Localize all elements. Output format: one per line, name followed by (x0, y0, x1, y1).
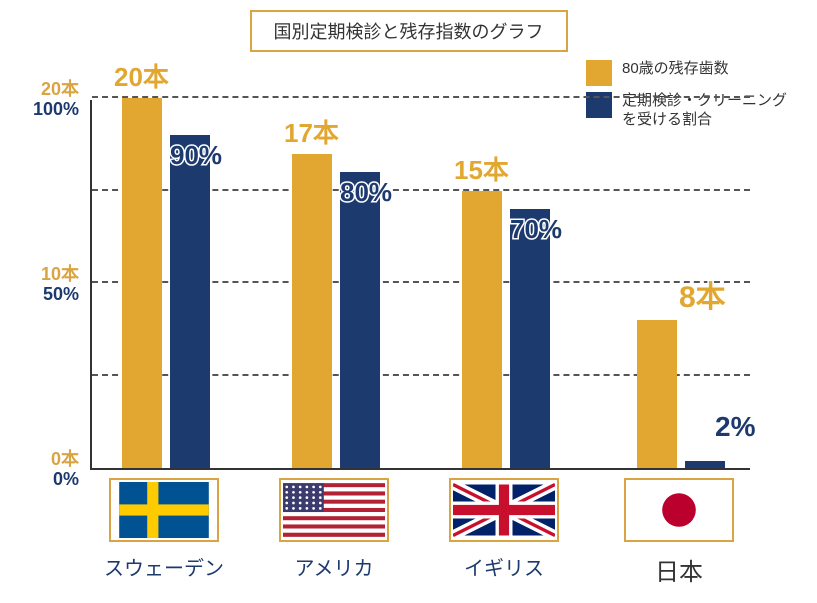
y-tick: 20本100% (33, 80, 79, 120)
bar-teeth (637, 320, 677, 468)
value-label-teeth: 8本 (679, 272, 726, 316)
gridline (92, 96, 750, 98)
bar-teeth (122, 98, 162, 468)
flag-jp (624, 478, 734, 542)
legend-label-teeth: 80歳の残存歯数 (622, 60, 729, 79)
chart-area: 20本90%17本80%15本70%8本2% (90, 100, 750, 470)
value-label-pct: 90% (170, 140, 222, 171)
bar-pct (170, 135, 210, 468)
value-label-pct: 80% (340, 177, 392, 208)
chart-title: 国別定期検診と残存指数のグラフ (250, 10, 568, 52)
y-tick: 0本0% (51, 450, 79, 490)
bar-teeth (462, 191, 502, 469)
flag-gb (449, 478, 559, 542)
bar-teeth (292, 154, 332, 469)
y-tick: 10本50% (41, 265, 79, 305)
value-label-pct: 70% (510, 214, 562, 245)
bar-pct (340, 172, 380, 468)
value-label-teeth: 20本 (114, 57, 169, 94)
y-axis: 0本0%10本50%20本100% (10, 100, 85, 470)
value-label-teeth: 15本 (454, 150, 509, 187)
country-label-jp: 日本 (599, 552, 759, 587)
country-label-gb: イギリス (424, 552, 584, 581)
bar-pct (685, 461, 725, 468)
legend-item-teeth: 80歳の残存歯数 (586, 60, 787, 86)
country-label-us: アメリカ (254, 552, 414, 581)
bar-pct (510, 209, 550, 468)
flag-se (109, 478, 219, 542)
flag-us (279, 478, 389, 542)
legend-swatch-teeth (586, 60, 612, 86)
value-label-pct: 2% (715, 411, 755, 443)
country-label-se: スウェーデン (84, 552, 244, 581)
value-label-teeth: 17本 (284, 113, 339, 150)
